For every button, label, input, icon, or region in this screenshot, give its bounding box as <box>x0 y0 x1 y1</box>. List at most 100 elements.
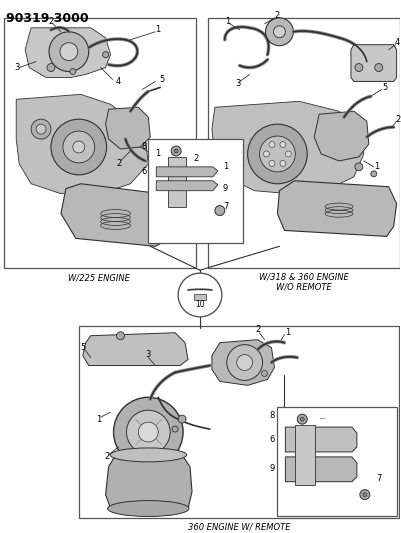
Text: W/318 & 360 ENGINE
W/O REMOTE: W/318 & 360 ENGINE W/O REMOTE <box>259 272 349 292</box>
Circle shape <box>237 354 253 370</box>
Text: W/225 ENGINE: W/225 ENGINE <box>68 273 130 282</box>
Circle shape <box>280 160 286 166</box>
Text: 1: 1 <box>96 415 101 424</box>
Circle shape <box>355 63 363 71</box>
Text: 2: 2 <box>255 325 260 334</box>
Circle shape <box>371 171 377 177</box>
Bar <box>295 425 315 484</box>
Circle shape <box>178 273 222 317</box>
Circle shape <box>269 160 275 166</box>
Circle shape <box>286 151 292 157</box>
Bar <box>208 18 400 268</box>
Circle shape <box>355 163 363 171</box>
Polygon shape <box>277 181 397 237</box>
Circle shape <box>113 397 183 467</box>
Text: 1: 1 <box>285 328 290 337</box>
Circle shape <box>174 149 178 153</box>
Text: 1: 1 <box>155 149 160 158</box>
Text: 1: 1 <box>374 163 379 172</box>
Bar <box>79 326 399 519</box>
Circle shape <box>63 131 95 163</box>
Circle shape <box>263 151 269 157</box>
Polygon shape <box>212 340 274 385</box>
Text: 360 ENGINE W/ REMOTE: 360 ENGINE W/ REMOTE <box>188 522 291 531</box>
Circle shape <box>363 492 367 497</box>
Circle shape <box>36 124 46 134</box>
Bar <box>4 18 196 268</box>
Ellipse shape <box>110 448 186 462</box>
Polygon shape <box>286 427 357 452</box>
Text: 8: 8 <box>269 410 274 419</box>
Circle shape <box>227 345 263 381</box>
Circle shape <box>375 63 383 71</box>
Circle shape <box>172 426 178 432</box>
Circle shape <box>280 141 286 148</box>
Circle shape <box>273 26 286 38</box>
Bar <box>277 407 397 516</box>
Text: 1: 1 <box>223 163 228 172</box>
Circle shape <box>126 410 170 454</box>
Circle shape <box>51 119 107 175</box>
Bar <box>168 157 186 207</box>
Text: 1: 1 <box>155 25 160 34</box>
Circle shape <box>269 141 275 148</box>
Polygon shape <box>16 94 148 193</box>
Text: 4: 4 <box>395 38 400 47</box>
Circle shape <box>259 136 295 172</box>
Circle shape <box>138 422 158 442</box>
Ellipse shape <box>107 500 189 516</box>
Text: 2: 2 <box>104 453 109 462</box>
Text: —: — <box>319 417 325 422</box>
Text: 2: 2 <box>275 11 280 20</box>
Text: 1: 1 <box>225 18 231 26</box>
Circle shape <box>178 415 186 423</box>
Circle shape <box>117 332 124 340</box>
Text: 5: 5 <box>382 83 387 92</box>
Text: 2: 2 <box>116 159 121 168</box>
Text: 9: 9 <box>269 464 274 473</box>
Polygon shape <box>286 457 357 482</box>
Polygon shape <box>105 107 150 149</box>
Bar <box>148 139 243 244</box>
Polygon shape <box>83 333 188 366</box>
Circle shape <box>265 18 293 46</box>
Text: 2: 2 <box>193 155 198 164</box>
Text: 9: 9 <box>223 184 228 193</box>
Text: 7: 7 <box>377 474 382 483</box>
Circle shape <box>171 146 181 156</box>
Polygon shape <box>314 111 369 161</box>
Text: 6: 6 <box>141 167 146 176</box>
Text: 3: 3 <box>14 63 20 72</box>
Text: 4: 4 <box>116 77 121 86</box>
Circle shape <box>300 417 304 421</box>
Text: 3: 3 <box>235 79 240 88</box>
Circle shape <box>248 124 307 184</box>
Circle shape <box>103 52 109 58</box>
Circle shape <box>215 206 225 215</box>
Circle shape <box>60 43 78 61</box>
Text: 90319 3000: 90319 3000 <box>6 12 89 25</box>
Polygon shape <box>61 184 175 246</box>
Bar <box>194 294 206 300</box>
Text: 2: 2 <box>49 18 54 26</box>
Circle shape <box>49 32 89 71</box>
Polygon shape <box>156 167 218 177</box>
Text: 2: 2 <box>395 115 400 124</box>
Polygon shape <box>105 455 192 508</box>
Text: 6: 6 <box>269 435 274 445</box>
Text: 3: 3 <box>146 350 151 359</box>
Polygon shape <box>212 101 364 193</box>
Circle shape <box>360 490 370 499</box>
Text: 8: 8 <box>141 142 146 151</box>
Polygon shape <box>156 181 218 191</box>
Circle shape <box>261 370 267 376</box>
Circle shape <box>70 69 76 75</box>
Circle shape <box>31 119 51 139</box>
Circle shape <box>297 414 307 424</box>
Text: 5: 5 <box>80 343 85 352</box>
Text: 10: 10 <box>195 301 205 310</box>
Polygon shape <box>25 28 111 77</box>
Text: 5: 5 <box>160 75 165 84</box>
Circle shape <box>73 141 85 153</box>
Polygon shape <box>351 45 397 82</box>
